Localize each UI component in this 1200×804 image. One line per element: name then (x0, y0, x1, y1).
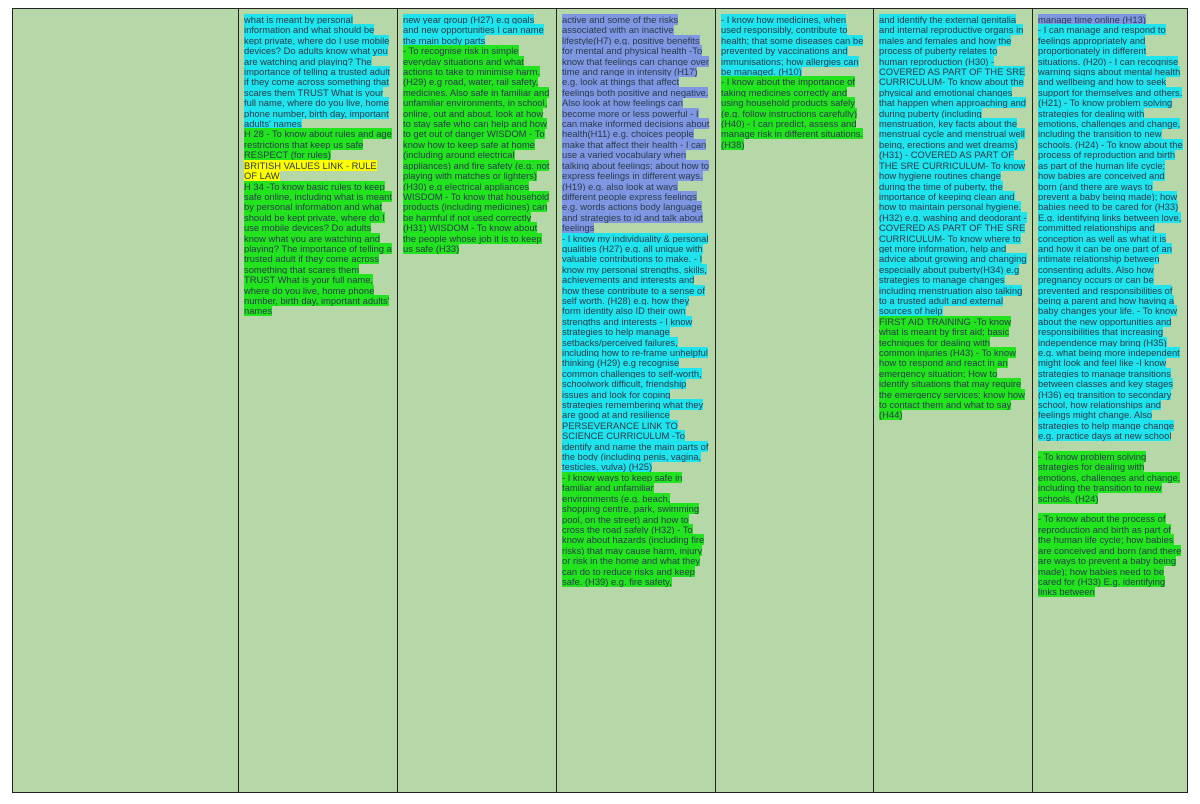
text-block: - I know ways to keep safe in familiar a… (562, 471, 710, 587)
table-cell: active and some of the risks associated … (556, 9, 715, 792)
highlighted-text: H 28 - To know about rules and age restr… (244, 128, 392, 161)
text-block: - To know about the process of reproduct… (1038, 513, 1184, 598)
highlighted-text: - I know my individuality & personal qua… (562, 232, 709, 473)
highlighted-text: - I know how medicines, when used respon… (721, 14, 864, 78)
text-block: and identify the external genitalia and … (879, 14, 1027, 317)
highlighted-text: BRITISH VALUES LINK - RULE OF LAW (244, 159, 377, 182)
text-block: manage time online (H13) (1038, 14, 1184, 25)
text-block: BRITISH VALUES LINK - RULE OF LAW (244, 159, 392, 182)
text-block: what is meant by personal information an… (244, 14, 392, 130)
highlighted-text: new year group (H27) e.g goals and new o… (403, 14, 544, 46)
table-cell: and identify the external genitalia and … (873, 9, 1032, 792)
text-block: new year group (H27) e.g goals and new o… (403, 14, 551, 46)
text-block: - I can manage and respond to feelings a… (1038, 24, 1184, 442)
highlighted-text: FIRST AID TRAINING -To know what is mean… (879, 315, 1025, 421)
table-cell: - I know how medicines, when used respon… (715, 9, 873, 792)
highlighted-text: active and some of the risks associated … (562, 14, 710, 234)
highlighted-text: manage time online (H13) (1038, 14, 1146, 25)
text-block: - I know about the importance of taking … (721, 76, 868, 150)
highlighted-text: - I can manage and respond to feelings a… (1038, 24, 1183, 442)
highlighted-text: - To know about the process of reproduct… (1038, 513, 1182, 598)
table-cell: new year group (H27) e.g goals and new o… (397, 9, 556, 792)
table-cell: what is meant by personal information an… (238, 9, 397, 792)
table-cell (13, 9, 238, 792)
curriculum-table: what is meant by personal information an… (12, 8, 1188, 793)
highlighted-text: and identify the external genitalia and … (879, 14, 1027, 317)
highlighted-text: - To know problem solving strategies for… (1038, 451, 1181, 504)
text-block: FIRST AID TRAINING -To know what is mean… (879, 315, 1027, 421)
text-block: - To know problem solving strategies for… (1038, 451, 1184, 504)
text-block: H 34 -To know basic rules to keep safe o… (244, 180, 393, 317)
text-block: - I know my individuality & personal qua… (562, 232, 710, 473)
highlighted-text: - To recognise risk in simple everyday s… (403, 45, 550, 254)
text-block: H 28 - To know about rules and age restr… (244, 128, 392, 161)
highlighted-text: - I know ways to keep safe in familiar a… (562, 471, 705, 587)
text-block: - I know how medicines, when used respon… (721, 14, 868, 78)
highlighted-text: H 34 -To know basic rules to keep safe o… (244, 180, 393, 317)
text-block: active and some of the risks associated … (562, 14, 710, 234)
text-block: - To recognise risk in simple everyday s… (403, 45, 551, 254)
highlighted-text: what is meant by personal information an… (244, 14, 390, 130)
highlighted-text: - I know about the importance of taking … (721, 76, 864, 150)
table-cell: manage time online (H13) - I can manage a… (1032, 9, 1189, 792)
